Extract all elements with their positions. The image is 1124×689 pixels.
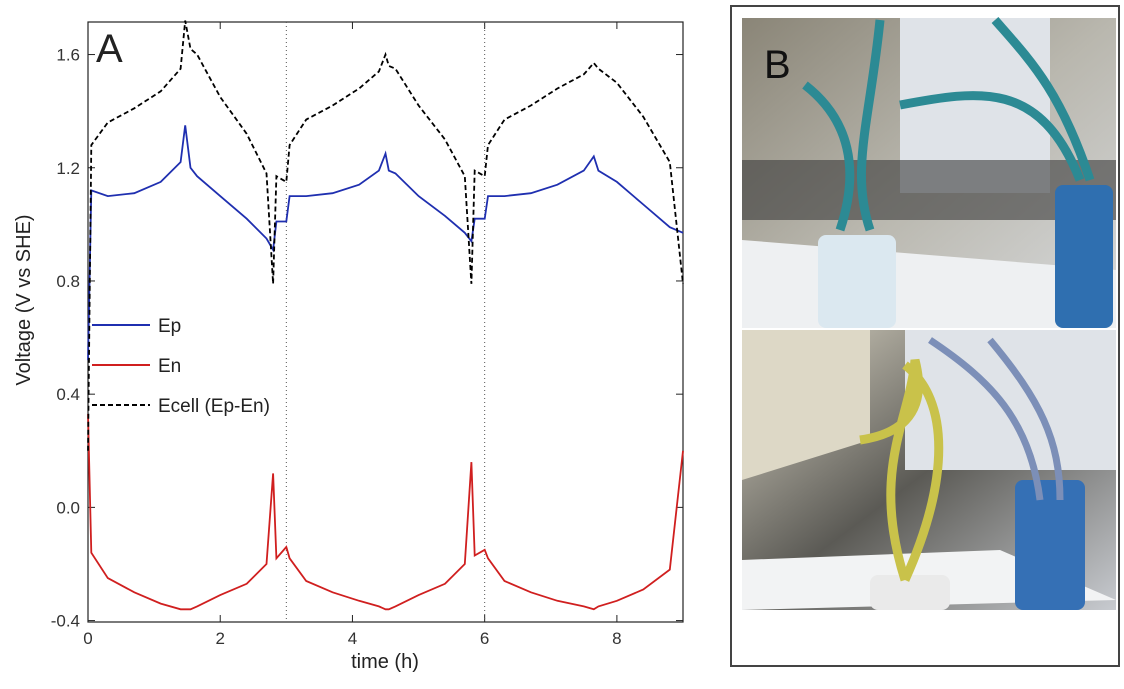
x-tick-label: 4 [348,629,357,648]
x-tick-label: 8 [612,629,621,648]
x-tick-label: 0 [83,629,92,648]
photo-tubes [859,358,944,582]
y-tick-label: 1.2 [56,159,80,178]
photo-clamp [742,330,870,480]
photo-bottle [1015,480,1085,610]
panel-label: A [96,27,123,71]
legend-label: En [158,356,181,377]
legend-label: Ecell (Ep-En) [158,396,270,417]
y-tick-label: 0.8 [56,272,80,291]
x-axis-title: time (h) [351,651,419,673]
x-tick-label: 6 [480,629,489,648]
photo: B [730,5,1120,667]
x-tick-label: 2 [215,629,224,648]
photo-stage [742,160,1116,220]
photo-bottle [870,575,950,610]
y-tick-label: -0.4 [51,612,80,631]
photo-tubes [928,337,1064,501]
y-axis-title: Voltage (V vs SHE) [13,214,35,385]
series-line [87,20,684,451]
photo-bottle [818,235,896,328]
series-line [87,413,684,611]
legend-label: Ep [158,316,181,337]
y-tick-label: 1.6 [56,46,80,65]
y-tick-label: 0.4 [56,385,80,404]
photo-bottle [1055,185,1113,328]
panel-label: B [764,43,791,87]
photo-tubes [802,17,1095,232]
series-line [87,125,684,361]
y-tick-label: 0.0 [56,498,80,517]
